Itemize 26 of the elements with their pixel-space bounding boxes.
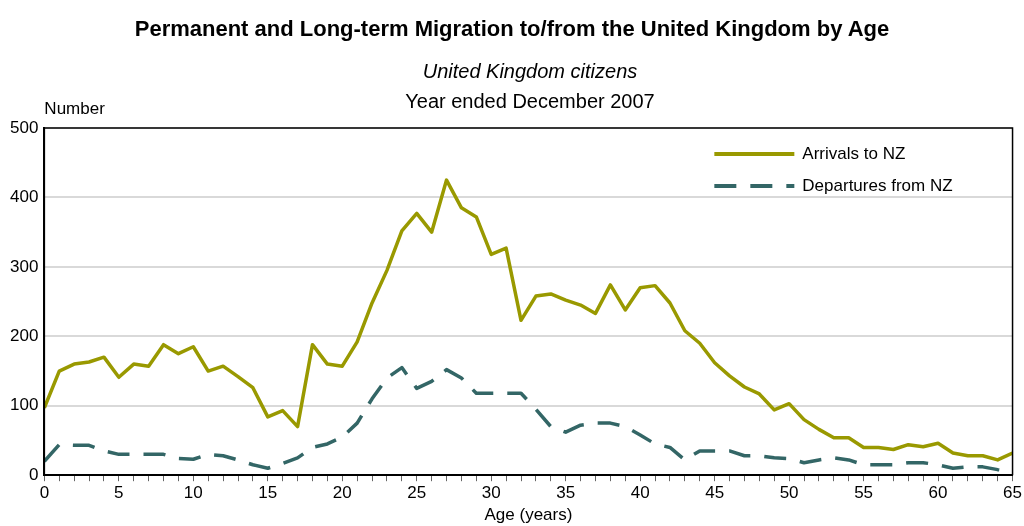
x-tick-label: 25 xyxy=(407,483,427,503)
x-tick-label: 15 xyxy=(258,483,278,503)
x-tick-label: 60 xyxy=(928,483,948,503)
x-tick-label: 55 xyxy=(854,483,874,503)
x-tick-label: 40 xyxy=(630,483,650,503)
chart-title: Permanent and Long-term Migration to/from the United Kingdom by Age xyxy=(134,16,890,42)
x-tick-label: 5 xyxy=(114,483,124,503)
x-tick-label: 20 xyxy=(332,483,352,503)
x-tick-label: 50 xyxy=(779,483,799,503)
y-tick-label: 400 xyxy=(9,187,39,207)
y-tick-label: 200 xyxy=(9,326,39,346)
x-tick-label: 65 xyxy=(1003,483,1023,503)
text: Year ended December 2007 xyxy=(405,89,655,112)
y-tick-label: 100 xyxy=(9,395,39,415)
x-tick-label: 35 xyxy=(556,483,576,503)
x-tick-label: 30 xyxy=(481,483,501,503)
y-tick-label: 300 xyxy=(9,256,39,276)
y-tick-label: 500 xyxy=(9,117,39,137)
x-axis-title: Age (years) xyxy=(484,505,573,525)
x-tick-label: 10 xyxy=(183,483,203,503)
legend-label: Arrivals to NZ xyxy=(802,143,906,163)
legend-label: Departures from NZ xyxy=(802,175,953,195)
x-tick-label: 45 xyxy=(705,483,725,503)
y-tick-label: 0 xyxy=(28,464,39,484)
y-axis-title: Number xyxy=(44,98,106,118)
chart-subtitle: United Kingdom citizens xyxy=(422,59,638,82)
